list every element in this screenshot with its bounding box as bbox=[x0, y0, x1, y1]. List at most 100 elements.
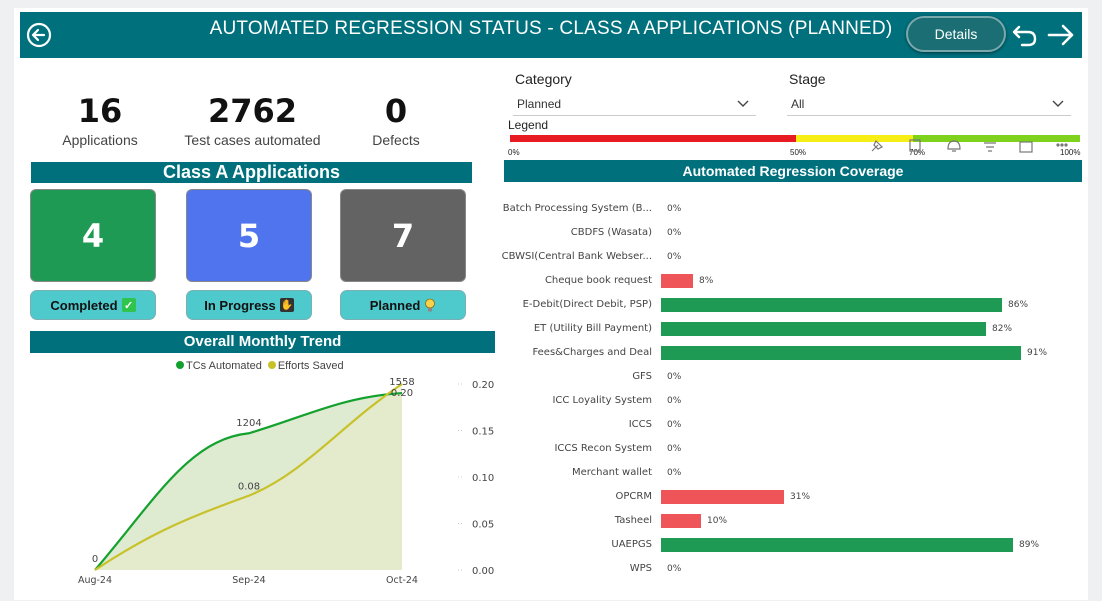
undo-icon[interactable] bbox=[1010, 21, 1040, 49]
coverage-value-label: 0% bbox=[667, 468, 682, 478]
stage-label: Stage bbox=[789, 71, 826, 87]
forward-arrow-icon[interactable] bbox=[1046, 21, 1076, 49]
trend-legend: TCs Automated Efforts Saved bbox=[176, 360, 344, 372]
visual-toolbar bbox=[871, 139, 1068, 153]
efforts-data-label: 0.08 bbox=[238, 482, 260, 493]
coverage-bar[interactable] bbox=[661, 490, 784, 504]
filter-icon bbox=[984, 142, 996, 152]
coverage-value-label: 0% bbox=[667, 228, 682, 238]
kpi-defects-value: 0 bbox=[384, 92, 408, 130]
coverage-row-label: WPS bbox=[629, 563, 652, 574]
kpi-test-cases: 2762 Test cases automated bbox=[180, 92, 325, 148]
coverage-value-label: 82% bbox=[992, 324, 1013, 334]
completed-button[interactable]: Completed ✓ bbox=[30, 290, 156, 320]
category-value: Planned bbox=[517, 97, 562, 111]
coverage-row-label: ICCS Recon System bbox=[554, 443, 652, 454]
x-tick-label: Oct-24 bbox=[386, 575, 418, 586]
lightbulb-icon bbox=[425, 298, 436, 311]
legend-efforts-item[interactable]: Efforts Saved bbox=[267, 360, 344, 372]
coverage-row-label: CBDFS (Wasata) bbox=[570, 227, 652, 238]
legend-title: Legend bbox=[508, 118, 549, 132]
y2-tick-label: 0.15 bbox=[472, 427, 494, 438]
coverage-value-label: 0% bbox=[667, 372, 682, 382]
details-button[interactable]: Details bbox=[906, 16, 1006, 52]
kpi-defects: 0 Defects bbox=[356, 92, 436, 148]
back-circle-icon[interactable] bbox=[26, 22, 52, 48]
coverage-value-label: 31% bbox=[790, 492, 811, 502]
coverage-value-label: 0% bbox=[667, 204, 682, 214]
x-tick-label: Aug-24 bbox=[78, 575, 112, 586]
kpi-test-cases-value: 2762 bbox=[207, 92, 298, 130]
legend-yellow-band bbox=[796, 135, 913, 142]
kpi-test-cases-label: Test cases automated bbox=[184, 132, 321, 148]
legend-tick-50: 50% bbox=[790, 148, 807, 157]
coverage-row-label: Fees&Charges and Deal bbox=[532, 347, 652, 358]
coverage-value-label: 8% bbox=[699, 276, 714, 286]
legend-tcs-item[interactable]: TCs Automated bbox=[176, 360, 262, 372]
class-a-title: Class A Applications bbox=[31, 162, 472, 183]
page-title: AUTOMATED REGRESSION STATUS - CLASS A AP… bbox=[209, 18, 893, 39]
coverage-row-label: E-Debit(Direct Debit, PSP) bbox=[522, 299, 652, 310]
coverage-row-label: Cheque book request bbox=[544, 275, 652, 286]
coverage-value-label: 0% bbox=[667, 564, 682, 574]
card-in-progress-value: 5 bbox=[237, 216, 261, 255]
in-progress-label: In Progress bbox=[204, 297, 276, 313]
copy-icon bbox=[909, 139, 921, 152]
planned-button[interactable]: Planned bbox=[340, 290, 466, 320]
coverage-value-label: 0% bbox=[667, 444, 682, 454]
trend-title: Overall Monthly Trend bbox=[30, 331, 495, 353]
category-dropdown[interactable]: Planned bbox=[513, 94, 756, 116]
coverage-row-label: Batch Processing System (B... bbox=[502, 203, 652, 214]
tcs-data-label: 1204 bbox=[236, 418, 261, 429]
header-bar: AUTOMATED REGRESSION STATUS - CLASS A AP… bbox=[20, 12, 1082, 58]
category-label: Category bbox=[515, 71, 572, 87]
chevron-down-icon bbox=[1052, 100, 1064, 107]
y2-tick-label: 0.10 bbox=[472, 473, 494, 484]
legend-tick-70: 70% bbox=[909, 148, 926, 157]
coverage-title: Automated Regression Coverage bbox=[504, 160, 1082, 182]
x-tick-label: Sep-24 bbox=[232, 575, 265, 586]
tcs-data-label: 1558 bbox=[389, 377, 414, 388]
card-completed-value: 4 bbox=[81, 216, 105, 255]
coverage-row-label: ICC Loyality System bbox=[552, 395, 652, 406]
legend-tcs-label: TCs Automated bbox=[186, 360, 262, 372]
coverage-bar[interactable] bbox=[661, 298, 1002, 312]
card-completed[interactable]: 4 bbox=[30, 189, 156, 282]
more-icon bbox=[1056, 143, 1060, 147]
y2-tick-label: 0.05 bbox=[472, 520, 494, 531]
in-progress-button[interactable]: In Progress ✋ bbox=[186, 290, 312, 320]
coverage-value-label: 0% bbox=[667, 420, 682, 430]
focus-icon bbox=[1019, 141, 1033, 153]
efforts-area bbox=[95, 384, 402, 570]
pin-icon bbox=[871, 139, 884, 152]
card-planned-value: 7 bbox=[391, 216, 415, 255]
coverage-row-label: ICCS bbox=[628, 419, 652, 430]
tcs-data-label: 0 bbox=[92, 554, 98, 565]
coverage-bar[interactable] bbox=[661, 274, 693, 288]
coverage-bar[interactable] bbox=[661, 514, 701, 528]
coverage-row-label: Merchant wallet bbox=[571, 467, 652, 478]
coverage-value-label: 91% bbox=[1027, 348, 1048, 358]
legend-tick-100: 100% bbox=[1060, 148, 1081, 157]
coverage-bar[interactable] bbox=[661, 322, 986, 336]
stage-value: All bbox=[791, 97, 805, 111]
coverage-row-label: OPCRM bbox=[615, 491, 652, 502]
coverage-row-label: UAEPGS bbox=[611, 539, 652, 550]
coverage-bar[interactable] bbox=[661, 538, 1013, 552]
kpi-applications: 16 Applications bbox=[50, 92, 150, 148]
check-mark-icon: ✓ bbox=[121, 298, 136, 312]
coverage-value-label: 86% bbox=[1008, 300, 1029, 310]
kpi-defects-label: Defects bbox=[372, 132, 420, 148]
chevron-down-icon bbox=[737, 100, 749, 107]
card-in-progress[interactable]: 5 bbox=[186, 189, 312, 282]
stage-dropdown[interactable]: All bbox=[787, 94, 1071, 116]
coverage-row-label: CBWSI(Central Bank Webser... bbox=[501, 251, 652, 262]
tcs-line bbox=[94, 391, 403, 571]
coverage-value-label: 0% bbox=[667, 252, 682, 262]
card-planned[interactable]: 7 bbox=[340, 189, 466, 282]
legend-green-band bbox=[913, 135, 1080, 142]
coverage-bar[interactable] bbox=[661, 346, 1021, 360]
completed-label: Completed bbox=[50, 297, 118, 313]
kpi-applications-value: 16 bbox=[77, 92, 123, 130]
